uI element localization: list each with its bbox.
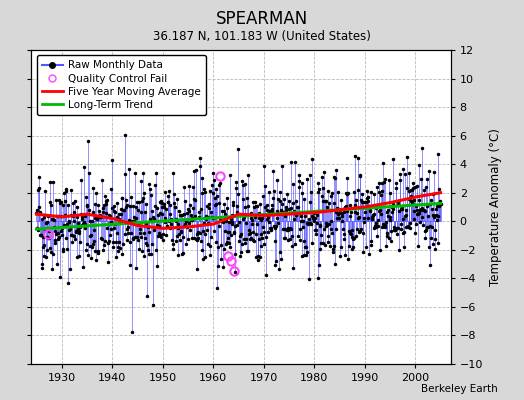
Legend: Raw Monthly Data, Quality Control Fail, Five Year Moving Average, Long-Term Tren: Raw Monthly Data, Quality Control Fail, …	[37, 55, 206, 115]
Y-axis label: Temperature Anomaly (°C): Temperature Anomaly (°C)	[488, 128, 501, 286]
Text: 36.187 N, 101.183 W (United States): 36.187 N, 101.183 W (United States)	[153, 30, 371, 43]
Text: Berkeley Earth: Berkeley Earth	[421, 384, 498, 394]
Text: SPEARMAN: SPEARMAN	[216, 10, 308, 28]
